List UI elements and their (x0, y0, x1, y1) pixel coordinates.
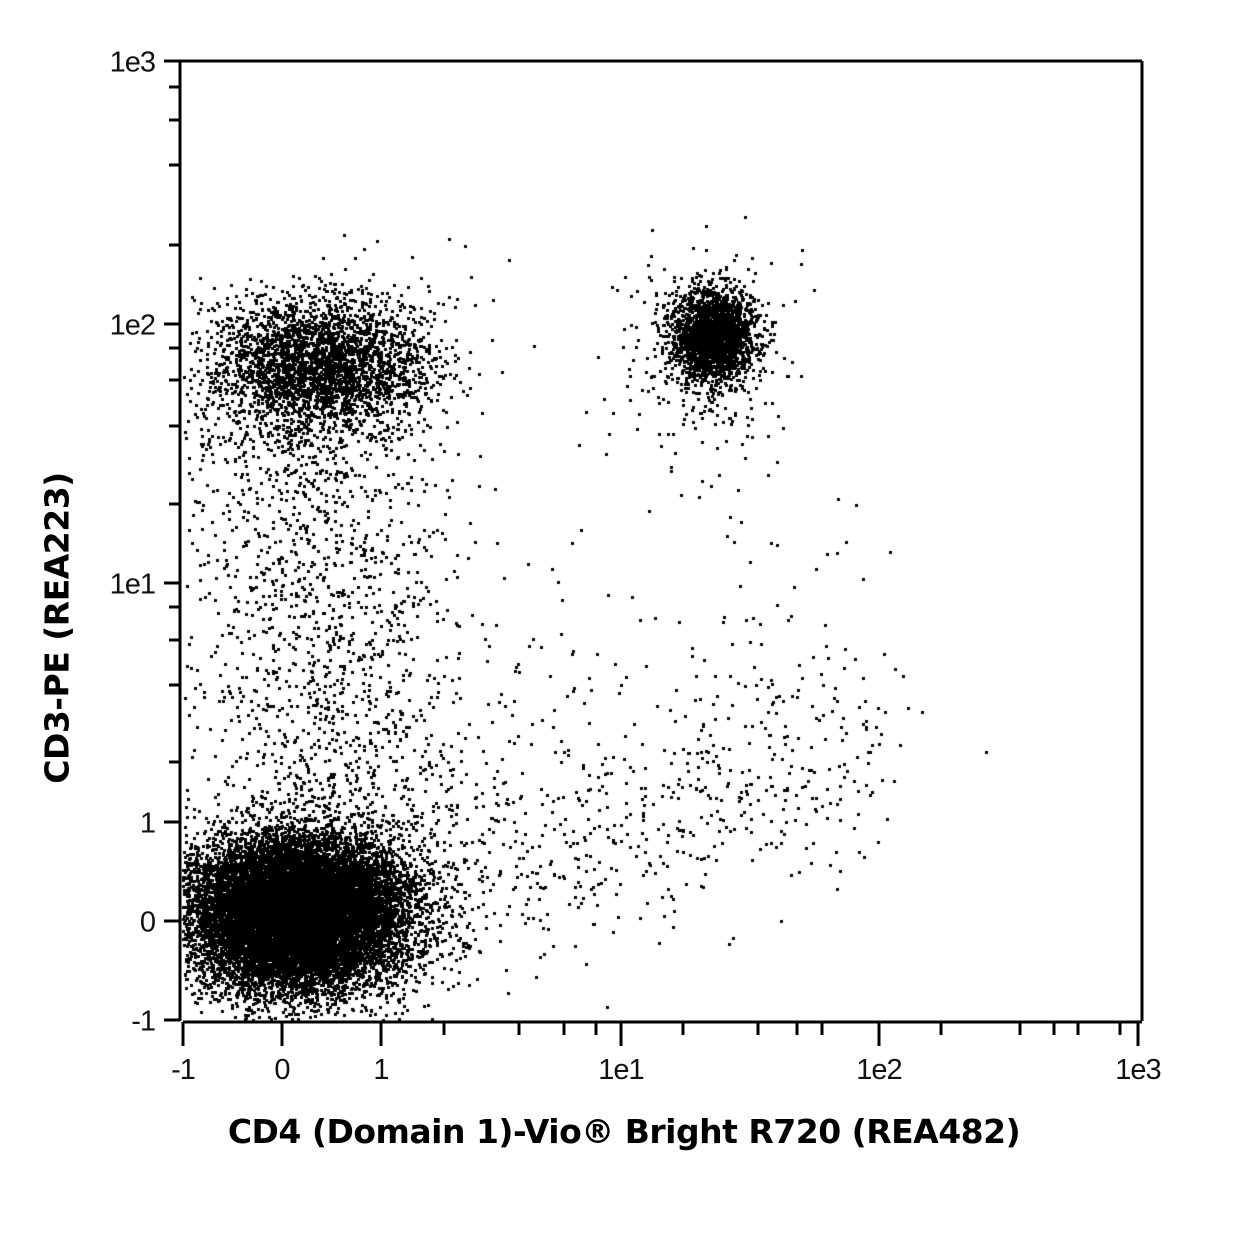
x-tick-label: 1e1 (598, 1054, 644, 1086)
x-tick-label: 1e3 (1115, 1054, 1161, 1086)
x-axis-title: CD4 (Domain 1)-Vio® Bright R720 (REA482) (227, 1112, 1021, 1151)
y-tick-label: 0 (139, 906, 156, 939)
x-tick-label: 0 (274, 1054, 290, 1086)
x-tick-label: -1 (171, 1054, 196, 1086)
y-tick-label: -1 (131, 1005, 156, 1038)
y-tick-label: 1e1 (109, 568, 156, 601)
y-tick-label: 1 (139, 807, 156, 840)
x-tick-label: 1e2 (856, 1054, 902, 1086)
y-axis-title: CD3-PE (REA223) (37, 472, 77, 784)
x-tick-label: 1 (373, 1054, 389, 1086)
y-tick-label: 1e2 (109, 309, 156, 342)
y-tick-label: 1e3 (109, 46, 156, 79)
